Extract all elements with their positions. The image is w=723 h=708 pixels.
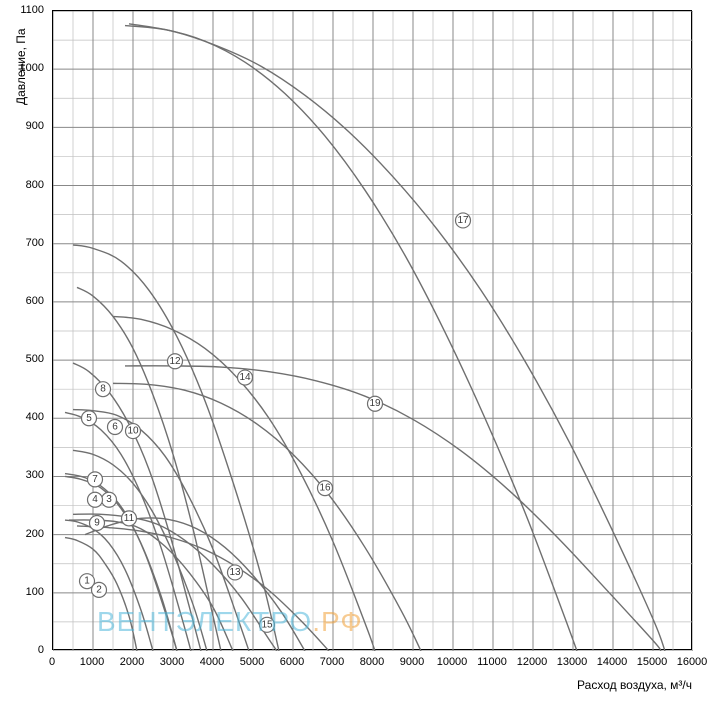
y-tick-label: 100 — [26, 586, 44, 598]
x-tick-label: 13000 — [557, 656, 588, 668]
svg-text:10: 10 — [127, 426, 139, 437]
y-tick-label: 500 — [26, 353, 44, 365]
curve-label-9: 9 — [90, 516, 105, 531]
svg-text:5: 5 — [86, 413, 92, 424]
curve-label-7: 7 — [88, 472, 103, 487]
svg-text:1: 1 — [84, 576, 90, 587]
svg-text:4: 4 — [92, 494, 98, 505]
y-tick-label: 400 — [26, 411, 44, 423]
curve-label-6: 6 — [108, 420, 123, 435]
curve-label-15: 15 — [260, 617, 275, 632]
curve-label-8: 8 — [96, 382, 111, 397]
x-tick-label: 6000 — [280, 656, 304, 668]
y-tick-label: 0 — [38, 644, 44, 656]
x-tick-label: 11000 — [477, 656, 507, 668]
y-tick-label: 300 — [26, 469, 44, 481]
curve-label-4: 4 — [88, 492, 103, 507]
y-tick-label: 200 — [26, 528, 44, 540]
svg-text:9: 9 — [94, 518, 100, 529]
y-tick-label: 900 — [26, 120, 44, 132]
curve-label-3: 3 — [102, 492, 117, 507]
x-tick-label: 4000 — [200, 656, 224, 668]
curve-label-13: 13 — [228, 565, 243, 580]
x-tick-label: 7000 — [320, 656, 344, 668]
fan-curve-15 — [77, 526, 329, 651]
svg-text:7: 7 — [92, 474, 98, 485]
svg-text:13: 13 — [229, 567, 241, 578]
svg-text:6: 6 — [112, 422, 118, 433]
curve-label-10: 10 — [126, 424, 141, 439]
x-tick-label: 3000 — [160, 656, 184, 668]
curve-label-14: 14 — [238, 370, 253, 385]
y-tick-label: 1000 — [20, 62, 44, 74]
x-tick-label: 2000 — [120, 656, 144, 668]
x-tick-label: 14000 — [597, 656, 628, 668]
y-tick-label: 800 — [26, 179, 44, 191]
y-tick-label: 600 — [26, 295, 44, 307]
fan-curve-x — [129, 24, 665, 651]
svg-text:16: 16 — [319, 483, 331, 494]
x-tick-label: 1000 — [80, 656, 104, 668]
x-tick-label: 12000 — [517, 656, 548, 668]
x-tick-label: 8000 — [360, 656, 384, 668]
svg-text:11: 11 — [124, 513, 135, 524]
x-tick-label: 15000 — [637, 656, 668, 668]
curve-label-19: 19 — [368, 396, 383, 411]
curve-label-12: 12 — [168, 354, 183, 369]
y-tick-label: 1100 — [20, 4, 44, 16]
curve-label-16: 16 — [318, 481, 333, 496]
svg-text:14: 14 — [239, 372, 251, 383]
fan-curve-16 — [113, 383, 421, 651]
svg-text:15: 15 — [261, 619, 273, 630]
curve-label-17: 17 — [456, 213, 471, 228]
x-tick-label: 0 — [49, 656, 55, 668]
svg-text:17: 17 — [457, 215, 469, 226]
svg-text:2: 2 — [96, 584, 102, 595]
curve-label-11: 11 — [122, 511, 137, 526]
y-tick-label: 700 — [26, 237, 44, 249]
svg-text:12: 12 — [169, 356, 181, 367]
svg-text:8: 8 — [100, 384, 106, 395]
x-axis-title: Расход воздуха, м³/ч — [577, 678, 692, 692]
curve-label-5: 5 — [82, 411, 97, 426]
svg-text:3: 3 — [106, 494, 112, 505]
svg-text:19: 19 — [369, 398, 381, 409]
x-tick-label: 9000 — [400, 656, 424, 668]
x-tick-label: 5000 — [240, 656, 264, 668]
curve-label-2: 2 — [92, 582, 107, 597]
x-tick-label: 10000 — [437, 656, 468, 668]
x-tick-label: 16000 — [677, 656, 708, 668]
